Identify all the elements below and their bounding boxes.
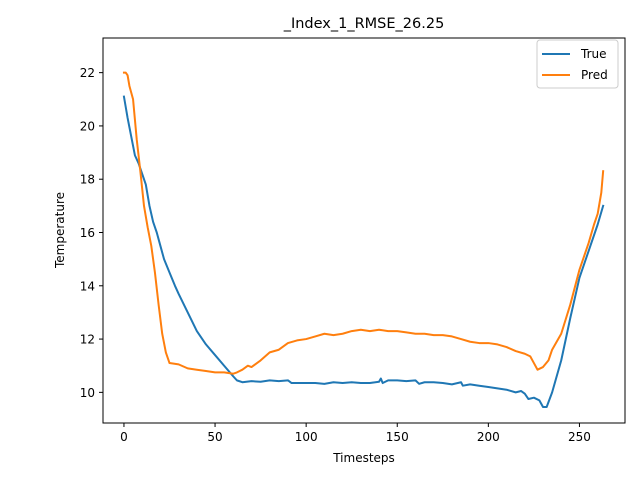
axes-frame: [102, 37, 626, 424]
x-tick-label: 200: [477, 430, 500, 444]
y-tick-label: 14: [80, 279, 95, 293]
y-axis-label: Temperature: [53, 192, 67, 269]
y-axis-ticks: 10 12 14 16 18 20 22: [80, 66, 103, 400]
y-tick-label: 22: [80, 66, 95, 80]
legend: True Pred: [536, 39, 619, 89]
x-tick-label: 150: [386, 430, 409, 444]
chart-title: _Index_1_RMSE_26.25: [283, 16, 445, 32]
y-tick-label: 12: [80, 333, 95, 347]
legend-pred-label: Pred: [581, 68, 608, 82]
plot-lines: [122, 71, 605, 409]
y-tick-label: 10: [80, 386, 95, 400]
x-tick-label: 0: [120, 430, 128, 444]
legend-true-label: True: [580, 47, 607, 61]
x-tick-label: 100: [295, 430, 318, 444]
y-tick-label: 16: [80, 226, 95, 240]
x-tick-label: 50: [207, 430, 222, 444]
x-axis-label: Timesteps: [332, 451, 395, 465]
series-line-pred: [122, 71, 605, 375]
x-axis-ticks: 0 50 100 150 200 250: [120, 423, 591, 444]
x-tick-label: 250: [568, 430, 591, 444]
y-tick-label: 20: [80, 119, 95, 133]
series-line-true: [122, 95, 605, 409]
y-tick-label: 18: [80, 173, 95, 187]
